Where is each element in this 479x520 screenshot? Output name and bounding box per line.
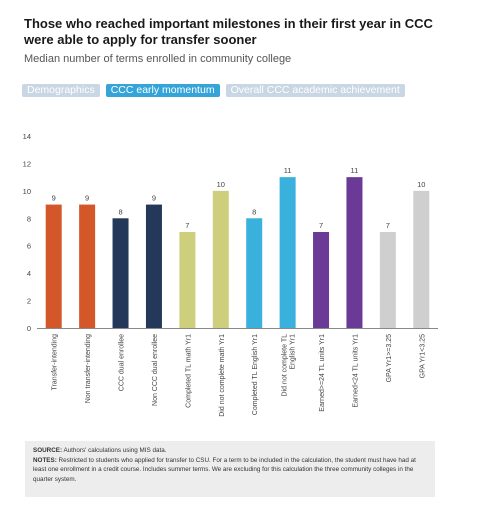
x-tick-label-group: Earned<24 TL units Yr1	[352, 334, 359, 408]
x-tick-label-group: Completed TL math Yr1	[185, 334, 192, 408]
data-label: 11	[351, 166, 359, 175]
y-tick-label: 0	[27, 324, 31, 333]
y-tick-label: 12	[23, 159, 31, 168]
x-tick-label: GPA Yr1>=3.25	[386, 334, 393, 382]
bar-chart: 0 2 4 6 8 10 12 14 9 Transfer-intending 9 Non trans…	[23, 132, 438, 417]
tab-ccc-early-momentum[interactable]: CCC early momentum	[105, 84, 220, 97]
x-tick-label: Non CCC dual enrollee	[152, 334, 159, 406]
x-tick-label: Did not complete math Yr1	[219, 334, 226, 417]
bar	[79, 204, 96, 328]
y-tick-label: 4	[27, 269, 31, 278]
data-label: 10	[417, 180, 425, 189]
data-label: 9	[152, 194, 156, 203]
y-tick-label: 6	[27, 242, 31, 251]
bar	[379, 232, 396, 328]
x-tick-label-group: GPA Yr1<3.25	[419, 334, 426, 378]
x-tick-label: Earned<24 TL units Yr1	[352, 334, 359, 408]
x-tick-label: Did not complete TL	[282, 334, 289, 397]
data-label: 7	[386, 221, 390, 230]
tab-bar: Demographics CCC early momentum Overall …	[22, 84, 405, 97]
chart-title: Those who reached important milestones i…	[24, 16, 433, 47]
data-label: 7	[319, 221, 323, 230]
tab-overall-ccc-academic-achievement[interactable]: Overall CCC academic achievement	[225, 84, 405, 97]
y-tick-label: 10	[23, 187, 31, 196]
bar	[346, 177, 363, 328]
x-tick-label-group: Transfer-intending	[52, 334, 59, 391]
bar	[413, 190, 430, 328]
x-tick-label-group: CCC dual enrollee	[119, 334, 126, 391]
bar	[246, 218, 263, 328]
bar	[179, 232, 196, 328]
x-tick-label-group: Non transfer-intending	[85, 334, 92, 403]
data-label: 8	[118, 207, 122, 216]
x-tick-label: English Yr1	[290, 334, 297, 370]
x-tick-label: Non transfer-intending	[85, 334, 92, 403]
bar	[212, 190, 229, 328]
x-tick-label: CCC dual enrollee	[119, 334, 126, 391]
x-tick-label: Completed TL math Yr1	[185, 334, 192, 408]
notes-label: NOTES:	[33, 456, 57, 464]
x-tick-label-group: Earned>=24 TL units Yr1	[319, 334, 326, 412]
y-tick-label: 2	[27, 297, 31, 306]
x-tick-label: Transfer-intending	[52, 334, 59, 391]
chart-subtitle: Median number of terms enrolled in commu…	[24, 53, 292, 65]
x-tick-label-group: Non CCC dual enrollee	[152, 334, 159, 406]
source-label: SOURCE:	[33, 447, 63, 454]
x-tick-label: Earned>=24 TL units Yr1	[319, 334, 326, 412]
tab-demographics[interactable]: Demographics	[22, 84, 100, 97]
data-label: 7	[185, 221, 189, 230]
x-tick-label-group: Did not complete math Yr1	[219, 334, 226, 417]
data-label: 10	[217, 180, 225, 189]
y-tick-label: 14	[23, 132, 31, 141]
x-tick-label-group: Did not complete TL English Yr1	[282, 334, 297, 397]
data-label: 11	[284, 166, 292, 175]
data-label: 9	[52, 194, 56, 203]
data-label: 8	[252, 207, 256, 216]
bar	[112, 218, 129, 328]
x-tick-label-group: GPA Yr1>=3.25	[386, 334, 393, 382]
notes-text: Restricted to students who applied for t…	[33, 456, 416, 483]
bar	[279, 177, 296, 328]
bar	[313, 232, 330, 328]
bar	[45, 204, 62, 328]
y-tick-label: 8	[27, 214, 31, 223]
x-tick-label: Completed TL English Yr1	[252, 334, 259, 415]
x-tick-label: GPA Yr1<3.25	[419, 334, 426, 378]
bar	[145, 204, 162, 328]
x-tick-label-group: Completed TL English Yr1	[252, 334, 259, 415]
notes-box: SOURCE: Authors' calculations using MIS …	[25, 441, 435, 497]
source-text: Authors' calculations using MIS data.	[62, 447, 167, 454]
data-label: 9	[85, 194, 89, 203]
